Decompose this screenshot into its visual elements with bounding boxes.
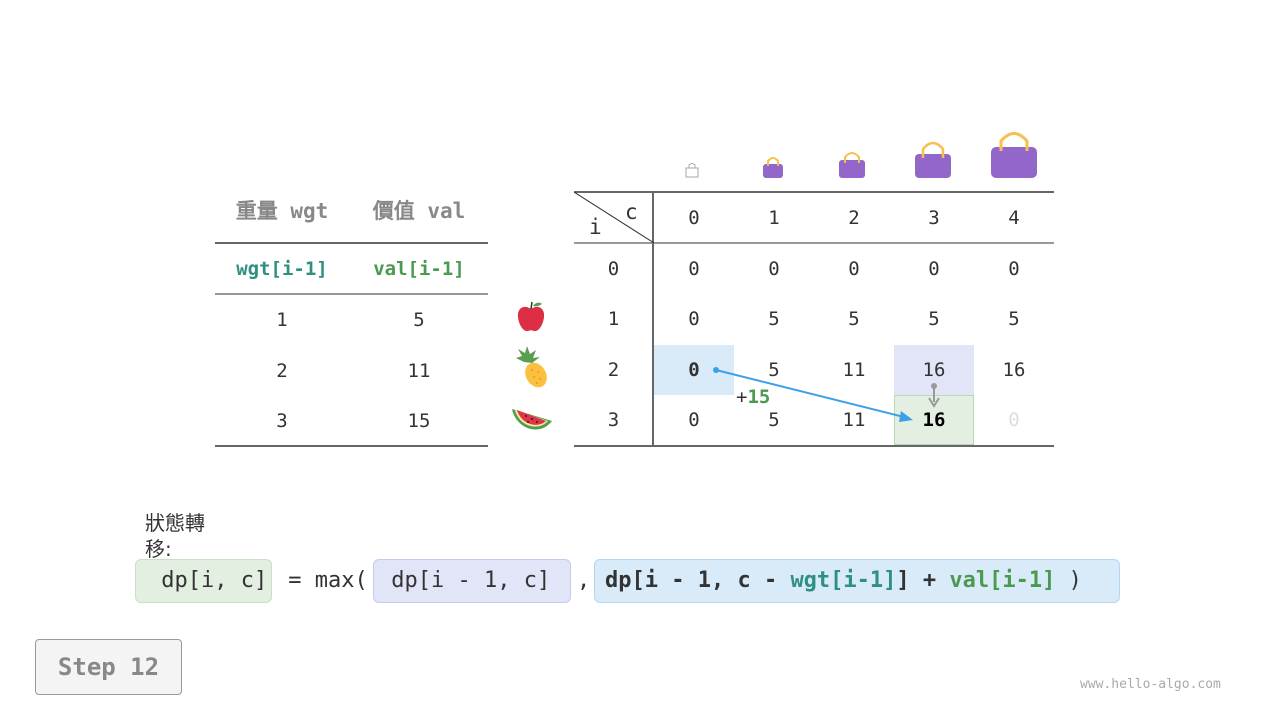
row-header: 3 xyxy=(607,409,620,431)
item-weight: 2 xyxy=(276,360,288,382)
opt2-dp: dp[i - 1, c - xyxy=(605,568,791,593)
bag-2-icon xyxy=(839,152,865,178)
dp-cell: 0 xyxy=(928,258,940,280)
col-header: 3 xyxy=(928,207,940,229)
dp-cell: 0 xyxy=(688,359,700,381)
dp-cell: 0 xyxy=(688,409,700,431)
watermark: www.hello-algo.com xyxy=(1080,677,1221,692)
pineapple-icon xyxy=(516,346,547,388)
col-header: 2 xyxy=(848,207,860,229)
row-header: 0 xyxy=(607,258,620,280)
opt2-val: val[i-1] xyxy=(949,568,1056,593)
divider xyxy=(215,242,488,244)
dp-cell: 5 xyxy=(848,308,860,330)
dp-cell: 11 xyxy=(842,409,866,431)
dp-cell: 0 xyxy=(1008,258,1020,280)
lhs-box xyxy=(135,559,272,603)
add-value-label: +15 xyxy=(736,386,770,408)
dp-cell: 16 xyxy=(922,409,946,431)
dp-cell: 5 xyxy=(768,308,780,330)
col-header: 0 xyxy=(688,207,700,229)
divider xyxy=(215,445,488,447)
apple-icon xyxy=(517,301,545,332)
opt2-wgt: wgt[i-1] xyxy=(790,568,897,593)
col-header: 4 xyxy=(1008,207,1020,229)
opt2-box xyxy=(594,559,1120,603)
formula-label: 狀態轉移: xyxy=(145,511,205,561)
bag-3-icon xyxy=(915,141,951,178)
header-value: 價值 val xyxy=(372,199,466,223)
dp-cell: 5 xyxy=(1008,308,1020,330)
col-header: 1 xyxy=(768,207,780,229)
corner-col-label: c xyxy=(625,200,638,224)
item-value: 11 xyxy=(407,360,431,382)
item-value: 5 xyxy=(413,309,425,331)
dp-cell: 0 xyxy=(688,258,700,280)
row-header: 2 xyxy=(607,359,620,381)
item-weight: 1 xyxy=(276,309,288,331)
dp-cell: 5 xyxy=(768,409,780,431)
dp-cell: 0 xyxy=(1008,409,1020,431)
opt1-box xyxy=(373,559,571,603)
dp-cell: 0 xyxy=(848,258,860,280)
plus-sign: + xyxy=(736,386,748,408)
formula-lhs: dp[i, c] xyxy=(148,568,268,593)
table-bottom-border xyxy=(574,445,1054,447)
formula-max: = max( xyxy=(275,568,368,593)
header-weight: 重量 wgt xyxy=(235,199,329,223)
dp-cell: 11 xyxy=(842,359,866,381)
bag-4-icon xyxy=(991,132,1037,178)
dp-cell: 5 xyxy=(928,308,940,330)
corner-row-label: i xyxy=(589,215,602,239)
dp-cell: 0 xyxy=(768,258,780,280)
formula-comma: , xyxy=(577,568,591,593)
corner-diagonal xyxy=(574,192,654,244)
bag-1-icon xyxy=(763,157,783,178)
row-header: 1 xyxy=(607,308,620,330)
formula-close: ) xyxy=(1055,568,1082,593)
bag-empty-icon xyxy=(685,163,699,178)
table-top-border xyxy=(574,191,1054,193)
watermelon-icon xyxy=(512,409,552,430)
item-weight: 3 xyxy=(276,410,288,432)
divider xyxy=(215,293,488,295)
subheader-wgt: wgt[i-1] xyxy=(236,258,328,280)
dp-cell: 0 xyxy=(688,308,700,330)
opt2-plus: ] + xyxy=(896,568,950,593)
formula-opt1: dp[i - 1, c] xyxy=(378,568,551,593)
added-value: 15 xyxy=(747,386,771,408)
header-divider xyxy=(574,242,1054,244)
row-header-divider xyxy=(652,192,654,446)
item-value: 15 xyxy=(407,410,431,432)
step-button[interactable]: Step 12 xyxy=(35,639,182,695)
formula-opt2: dp[i - 1, c - wgt[i-1]] + val[i-1] ) xyxy=(605,559,1082,603)
dp-cell: 16 xyxy=(922,359,946,381)
subheader-val: val[i-1] xyxy=(373,258,465,280)
dp-cell: 16 xyxy=(1002,359,1026,381)
